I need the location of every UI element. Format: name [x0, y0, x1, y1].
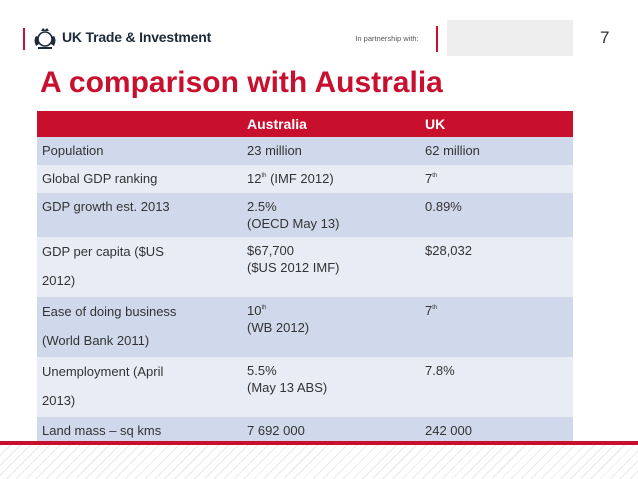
australia-source: (May 13 ABS)	[247, 380, 328, 395]
row-label-text: Ease of doing business	[42, 304, 177, 319]
partner-logo-placeholder	[447, 20, 573, 56]
column-header-australia: Australia	[242, 111, 420, 137]
uk-value: 7	[425, 171, 433, 186]
australia-cell: 2.5% (OECD May 13)	[242, 193, 420, 237]
uk-value: 62 million	[425, 143, 480, 158]
partner-divider	[436, 26, 438, 52]
table-row: Ease of doing business (World Bank 2011) …	[37, 297, 573, 357]
australia-value: 23 million	[247, 143, 302, 158]
page-number: 7	[600, 28, 610, 47]
row-label: Ease of doing business (World Bank 2011)	[37, 297, 242, 357]
row-label: Unemployment (April 2013)	[37, 357, 242, 417]
uk-value: $28,032	[425, 243, 472, 258]
australia-value: 10	[247, 303, 262, 318]
row-label: Global GDP ranking	[37, 165, 242, 193]
column-header-uk: UK	[420, 111, 573, 137]
table-row: Land mass – sq kms 7 692 000 242 000	[37, 417, 573, 443]
table-header-row: Australia UK	[37, 111, 573, 137]
uk-cell: $28,032	[420, 237, 573, 297]
table-row: GDP per capita ($US 2012) $67,700 ($US 201…	[37, 237, 573, 297]
row-label-text: Unemployment (April	[42, 364, 164, 379]
slide-title: A comparison with Australia	[40, 66, 443, 99]
row-label: Land mass – sq kms	[37, 417, 242, 443]
row-label-text: GDP per capita ($US	[42, 244, 164, 259]
uk-value: 7.8%	[425, 363, 455, 378]
australia-value: 7 692 000	[247, 423, 305, 438]
row-label: GDP growth est. 2013	[37, 193, 242, 237]
uk-cell: 7th	[420, 165, 573, 193]
uk-value: 0.89%	[425, 199, 462, 214]
australia-source: (OECD May 13)	[247, 216, 340, 231]
australia-cell: 10th (WB 2012)	[242, 297, 420, 357]
brand-name: UK Trade & Investment	[62, 29, 212, 45]
australia-source: (IMF 2012)	[266, 171, 334, 186]
australia-cell: 23 million	[242, 137, 420, 165]
row-label-text: GDP growth est. 2013	[42, 199, 170, 214]
column-header-metric	[37, 111, 242, 137]
row-label-text: Land mass – sq kms	[42, 423, 162, 438]
australia-source: (WB 2012)	[247, 320, 310, 335]
australia-source: ($US 2012 IMF)	[247, 260, 340, 275]
uk-cell: 242 000	[420, 417, 573, 443]
ordinal-suffix: th	[261, 305, 267, 311]
uk-value: 242 000	[425, 423, 472, 438]
table-row: Global GDP ranking 12th (IMF 2012) 7th	[37, 165, 573, 193]
australia-cell: 5.5% (May 13 ABS)	[242, 357, 420, 417]
ordinal-suffix: th	[432, 173, 438, 179]
row-label-text: Global GDP ranking	[42, 171, 158, 186]
row-label: GDP per capita ($US 2012)	[37, 237, 242, 297]
royal-crest-icon	[34, 28, 56, 49]
uk-cell: 7th	[420, 297, 573, 357]
table-row: Population 23 million 62 million	[37, 137, 573, 165]
australia-value: $67,700	[247, 243, 294, 258]
header-accent-bar	[23, 28, 25, 50]
uk-cell: 0.89%	[420, 193, 573, 237]
australia-cell: $67,700 ($US 2012 IMF)	[242, 237, 420, 297]
australia-value: 2.5%	[247, 199, 277, 214]
australia-value: 12	[247, 171, 262, 186]
uk-cell: 62 million	[420, 137, 573, 165]
row-label-text: (World Bank 2011)	[42, 333, 150, 348]
uk-cell: 7.8%	[420, 357, 573, 417]
ordinal-suffix: th	[261, 173, 267, 179]
australia-cell: 7 692 000	[242, 417, 420, 443]
row-label-text: 2012)	[42, 273, 76, 288]
uk-value: 7	[425, 303, 433, 318]
australia-value: 5.5%	[247, 363, 277, 378]
comparison-table: Australia UK Population 23 million 62 mi…	[37, 111, 573, 443]
footer-accent-line	[0, 441, 638, 445]
row-label: Population	[37, 137, 242, 165]
row-label-text: 2013)	[42, 393, 76, 408]
partner-label: In partnership with:	[355, 34, 419, 43]
ordinal-suffix: th	[432, 305, 438, 311]
australia-cell: 12th (IMF 2012)	[242, 165, 420, 193]
table-row: GDP growth est. 2013 2.5% (OECD May 13) 0…	[37, 193, 573, 237]
row-label-text: Population	[42, 143, 104, 158]
footer-pattern	[0, 445, 638, 479]
table-row: Unemployment (April 2013) 5.5% (May 13 ABS…	[37, 357, 573, 417]
